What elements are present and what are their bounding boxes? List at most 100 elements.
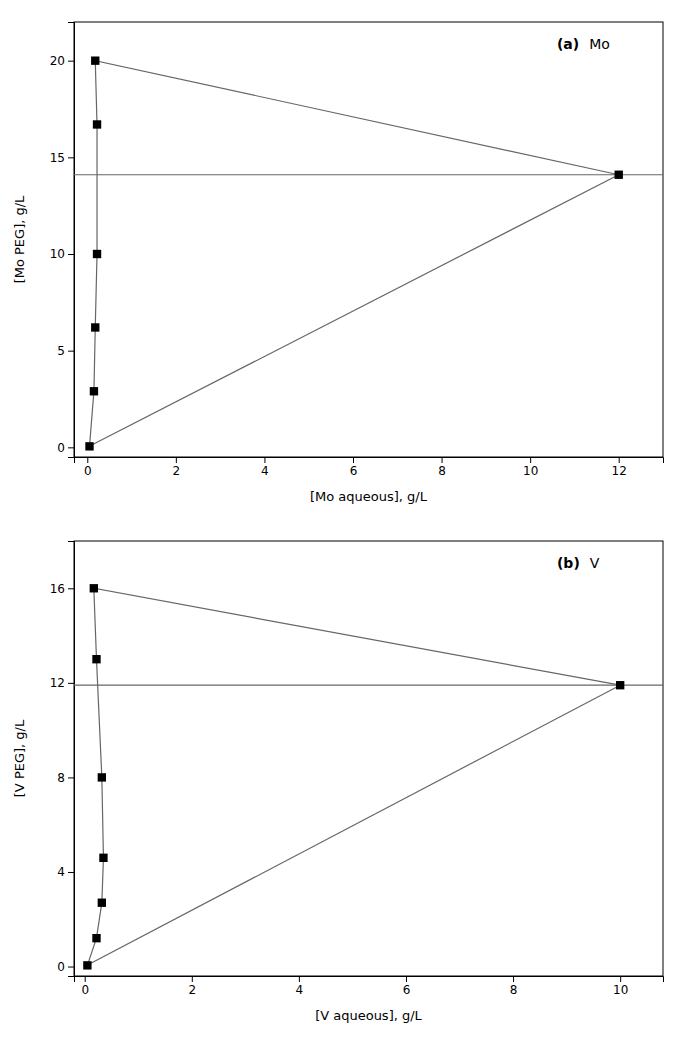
tick: 0 [84, 457, 92, 478]
panel-tag: V [590, 555, 600, 571]
tick: 20 [50, 54, 74, 68]
tick-label: 16 [50, 582, 65, 596]
x-axis-title: [V aqueous], g/L [315, 1008, 422, 1023]
tick: 10 [613, 976, 628, 997]
line [87, 588, 620, 965]
tick: 0 [57, 960, 74, 974]
point [91, 56, 99, 64]
point [99, 854, 107, 862]
tick-label: 12 [612, 464, 627, 478]
tick-mark [176, 457, 177, 463]
tick: 4 [296, 976, 304, 997]
tick: 16 [50, 582, 74, 596]
point [616, 681, 624, 689]
line [85, 685, 620, 966]
tick-mark [68, 157, 74, 158]
point [92, 934, 100, 942]
axis-line [68, 542, 75, 977]
tick-mark [85, 976, 86, 982]
tick-mark [530, 457, 531, 463]
y-axis: 0481216 [50, 542, 75, 977]
tick-mark [68, 351, 74, 352]
plot-frame [74, 541, 663, 976]
y-axis-title: [V PEG], g/L [12, 719, 27, 797]
panel-tag: (b) [557, 555, 580, 571]
tick-mark [68, 872, 74, 873]
tick: 8 [57, 771, 74, 785]
tick-label: 8 [57, 771, 65, 785]
tick-label: 15 [50, 151, 65, 165]
tick-label: 0 [57, 960, 65, 974]
tick-label: 0 [57, 441, 65, 455]
tick: 15 [50, 151, 74, 165]
figure: 02468101205101520[Mo aqueous], g/L[Mo PE… [0, 0, 685, 1038]
point [85, 442, 93, 450]
tick-label: 6 [403, 983, 411, 997]
axis-line [75, 977, 664, 983]
y-axis: 0 5 10 15 20 [50, 23, 75, 458]
plot-area [74, 584, 663, 969]
tick-mark [68, 683, 74, 684]
tick: 2 [173, 457, 181, 478]
tick-label: 8 [438, 464, 446, 478]
tick-label: 2 [173, 464, 181, 478]
tick-mark [264, 457, 265, 463]
line [90, 61, 619, 447]
tick-label: 20 [50, 54, 65, 68]
plot-frame [74, 22, 663, 457]
tick-mark [619, 457, 620, 463]
tick-mark [406, 976, 407, 982]
tick: 10 [50, 247, 74, 261]
tick-label: 4 [296, 983, 304, 997]
tick: 2 [188, 976, 196, 997]
tick-mark [513, 976, 514, 982]
tick-label: 4 [57, 865, 65, 879]
tick-mark [299, 976, 300, 982]
axis-line [75, 458, 664, 464]
point [90, 584, 98, 592]
tick-label: 2 [188, 983, 196, 997]
point [91, 323, 99, 331]
tick: 12 [612, 457, 627, 478]
tick-label: 10 [523, 464, 538, 478]
tick-mark [68, 447, 74, 448]
point [92, 655, 100, 663]
line [87, 175, 618, 448]
tick-label: 4 [261, 464, 269, 478]
point [93, 250, 101, 258]
tick-mark [68, 61, 74, 62]
y-axis-title: [Mo PEG], g/L [12, 195, 27, 283]
tick: 0 [81, 976, 89, 997]
tick-label: 0 [84, 464, 92, 478]
tick-mark [68, 777, 74, 778]
tick: 8 [438, 457, 446, 478]
tick-label: 10 [613, 983, 628, 997]
tick-label: 5 [57, 344, 65, 358]
plot-area [74, 56, 663, 450]
tick-label: 8 [510, 983, 518, 997]
point [83, 961, 91, 969]
x-axis-title: [Mo aqueous], g/L [310, 489, 428, 504]
axis-line [68, 23, 75, 458]
tick: 10 [523, 457, 538, 478]
x-axis: 0 2 4 6 8 10 12 [75, 457, 664, 478]
point [615, 171, 623, 179]
tick-mark [68, 967, 74, 968]
tick: 4 [261, 457, 269, 478]
tick-label: 0 [81, 983, 89, 997]
horizontal-line [74, 174, 663, 175]
tick-mark [192, 976, 193, 982]
tick: 6 [403, 976, 411, 997]
panel: 02468100481216[V aqueous], g/L[V PEG], g… [12, 541, 664, 1023]
tick: 0 [57, 441, 74, 455]
tick: 4 [57, 865, 74, 879]
tick: 5 [57, 344, 74, 358]
x-axis: 0 2 4 6 8 10 [75, 976, 664, 997]
tick-label: 10 [50, 247, 65, 261]
panel: 0 2 4 6 8 10 12 0 5 10 15 20 [Mo aqueous], g/L [Mo PE… [12, 22, 664, 504]
tick-label: 6 [350, 464, 358, 478]
tick-mark [620, 976, 621, 982]
tick-mark [442, 457, 443, 463]
panel-tag: (a) [557, 36, 579, 52]
panel-tag: Mo [589, 36, 610, 52]
